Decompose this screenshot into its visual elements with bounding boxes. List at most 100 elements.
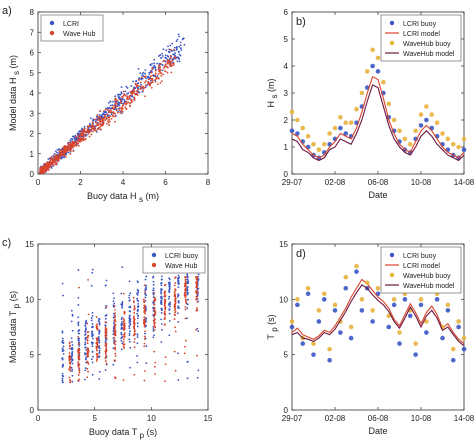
panel-a-point	[115, 109, 118, 112]
panel-d-marker	[397, 330, 402, 335]
panel-a-point	[183, 43, 186, 46]
panel-c-point	[196, 292, 199, 295]
panel-c-point	[96, 353, 99, 356]
panel-c-point	[186, 285, 189, 288]
panel-c-point	[129, 340, 131, 343]
panel-c-point	[153, 314, 156, 317]
panel-c-point	[186, 298, 189, 301]
panel-c-point	[184, 308, 187, 311]
panel-c-ytick-label: 10	[25, 295, 34, 304]
panel-b-marker	[370, 63, 375, 69]
panel-c-point	[84, 369, 87, 372]
panel-a-point	[104, 119, 107, 121]
panel-c-point	[167, 297, 170, 300]
panel-a-point	[145, 80, 147, 82]
panel-c-point	[78, 286, 80, 289]
panel-a-point	[93, 127, 96, 130]
panel-a-point	[139, 85, 142, 88]
panel-a-point	[144, 69, 147, 71]
panel-c-point	[145, 275, 148, 278]
panel-c-point	[114, 312, 117, 315]
panel-a-point	[80, 139, 83, 142]
panel-c-point	[144, 299, 147, 302]
panel-c-point	[86, 367, 89, 370]
panel-a-point	[98, 126, 101, 129]
panel-c-point	[104, 350, 107, 353]
panel-a-point	[110, 117, 113, 120]
panel-a-point	[102, 112, 104, 115]
panel-c-legend-box	[142, 246, 206, 274]
panel-a-point	[166, 71, 169, 74]
panel-c-point	[196, 376, 199, 379]
panel-a-point	[92, 125, 95, 128]
panel-a-point	[150, 77, 152, 80]
panel-a-point	[63, 153, 66, 156]
panel-a-point	[158, 64, 160, 67]
panel-d-marker	[370, 319, 375, 324]
panel-c-point	[98, 352, 101, 354]
panel-c-point	[160, 295, 163, 298]
panel-b-marker	[305, 133, 311, 139]
panel-c-point	[69, 363, 72, 365]
panel-c-point	[186, 307, 189, 310]
panel-d-marker	[407, 313, 413, 319]
panel-c-point	[77, 269, 80, 271]
panel-c-point	[71, 329, 74, 332]
panel-b-ytick-label: 1	[284, 143, 289, 152]
panel-c-point	[68, 347, 71, 350]
panel-c-point	[132, 300, 135, 302]
panel-c-point	[184, 280, 187, 283]
panel-c-point	[143, 342, 146, 345]
panel-c-point	[142, 298, 145, 301]
panel-c-point	[153, 292, 156, 294]
panel-b-marker	[338, 115, 343, 120]
panel-a-point	[135, 79, 138, 82]
panel-a-point	[150, 86, 153, 89]
panel-c-point	[91, 345, 94, 348]
panel-a-point	[99, 123, 102, 125]
panel-a-point	[52, 154, 55, 157]
panel-a-point	[171, 58, 174, 61]
panel-c-point	[105, 342, 108, 345]
panel-c-point	[136, 322, 139, 325]
panel-a-point	[157, 73, 160, 76]
panel-c-point	[91, 314, 94, 317]
panel-c-point	[128, 338, 131, 341]
panel-c-point	[177, 321, 180, 323]
panel-a-point	[155, 69, 157, 72]
panel-c-point	[104, 284, 107, 287]
panel-a-point	[110, 113, 113, 116]
panel-a-point	[79, 129, 82, 132]
panel-c-point	[145, 286, 147, 288]
panel-a-point	[67, 143, 70, 146]
panel-a-point	[160, 57, 163, 59]
panel-c-point	[143, 345, 146, 348]
panel-a-point	[169, 56, 172, 59]
panel-c-point	[177, 282, 180, 285]
panel-a-point	[145, 77, 147, 80]
panel-c-point	[105, 327, 107, 330]
panel-a-point	[148, 71, 151, 74]
panel-c-point	[96, 337, 99, 340]
panel-a-point	[129, 105, 132, 108]
panel-c-point	[137, 281, 139, 284]
panel-a-point	[85, 134, 88, 136]
panel-c-point	[177, 379, 180, 381]
panel-b-marker	[354, 106, 359, 112]
panel-c-point	[129, 330, 131, 332]
panel-c-point	[78, 332, 81, 335]
panel-c-point	[123, 310, 126, 313]
panel-c-point	[98, 370, 101, 373]
panel-a-point	[150, 71, 152, 74]
panel-c-point	[144, 312, 146, 315]
panel-c-point	[133, 320, 136, 323]
panel-c-point	[77, 324, 80, 327]
panel-a-point	[170, 71, 173, 74]
panel-c-point	[104, 369, 107, 372]
panel-a-point	[63, 149, 66, 151]
panel-a-point	[137, 91, 139, 94]
panel-c-point	[78, 366, 80, 369]
panel-b-legend-label: LCRI buoy	[403, 21, 437, 28]
panel-a-point	[76, 142, 78, 144]
panel-a-point	[82, 132, 84, 134]
